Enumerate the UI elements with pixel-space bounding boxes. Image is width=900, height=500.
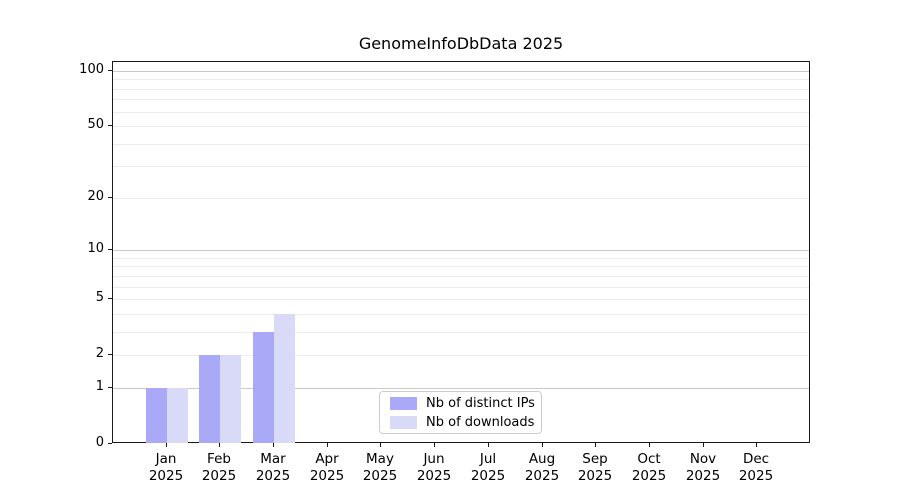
y-tick-label-50: 50 <box>87 117 104 132</box>
y-tick-label-10: 10 <box>87 241 104 256</box>
bar-distinct-ips-jan <box>146 388 167 443</box>
x-tick-label-oct: Oct 2025 <box>631 451 667 484</box>
x-tick-label-dec: Dec 2025 <box>738 451 774 484</box>
legend-label-downloads: Nb of downloads <box>426 414 535 430</box>
grid-line-minor-90 <box>113 79 809 80</box>
y-tick-mark-50 <box>108 125 112 126</box>
grid-line-minor-60 <box>113 112 809 113</box>
bar-downloads-feb <box>220 355 241 443</box>
x-tick-mark-aug <box>542 443 543 447</box>
bar-distinct-ips-mar <box>253 332 274 443</box>
x-tick-mark-jul <box>488 443 489 447</box>
grid-line-minor-50 <box>113 126 809 127</box>
legend-row-downloads: Nb of downloads <box>380 415 541 430</box>
grid-line-minor-3 <box>113 332 809 333</box>
y-tick-label-5: 5 <box>95 290 104 305</box>
y-tick-label-20: 20 <box>87 189 104 204</box>
grid-line-minor-2 <box>113 355 809 356</box>
legend-row-distinct-ips: Nb of distinct IPs <box>380 396 541 411</box>
grid-line-major-1 <box>113 388 809 389</box>
x-tick-label-sep: Sep 2025 <box>577 451 613 484</box>
x-tick-mark-oct <box>649 443 650 447</box>
y-tick-mark-10 <box>108 249 112 250</box>
grid-line-minor-20 <box>113 198 809 199</box>
legend-label-distinct-ips: Nb of distinct IPs <box>426 395 535 411</box>
x-tick-label-nov: Nov 2025 <box>685 451 721 484</box>
grid-line-minor-70 <box>113 99 809 100</box>
grid-line-minor-40 <box>113 144 809 145</box>
x-tick-label-jun: Jun 2025 <box>416 451 452 484</box>
grid-line-major-10 <box>113 250 809 251</box>
y-tick-mark-2 <box>108 354 112 355</box>
bar-distinct-ips-feb <box>199 355 220 443</box>
grid-line-minor-6 <box>113 287 809 288</box>
y-tick-mark-1 <box>108 387 112 388</box>
chart-title: GenomeInfoDbData 2025 <box>358 34 564 53</box>
grid-line-minor-5 <box>113 299 809 300</box>
x-tick-label-mar: Mar 2025 <box>255 451 291 484</box>
y-tick-label-2: 2 <box>95 346 104 361</box>
grid-line-major-100 <box>113 71 809 72</box>
y-tick-mark-20 <box>108 197 112 198</box>
legend: Nb of distinct IPs Nb of downloads <box>379 391 542 434</box>
x-tick-label-may: May 2025 <box>362 451 398 484</box>
bar-downloads-jan <box>167 388 188 443</box>
legend-swatch-downloads <box>390 415 417 429</box>
x-tick-mark-mar <box>273 443 274 447</box>
grid-line-minor-8 <box>113 266 809 267</box>
y-tick-mark-0 <box>108 443 112 444</box>
y-tick-mark-100 <box>108 70 112 71</box>
legend-swatch-distinct-ips <box>390 396 417 410</box>
grid-line-minor-30 <box>113 166 809 167</box>
x-tick-label-aug: Aug 2025 <box>524 451 560 484</box>
x-tick-mark-jan <box>166 443 167 447</box>
grid-line-minor-4 <box>113 314 809 315</box>
x-tick-mark-dec <box>756 443 757 447</box>
x-tick-mark-apr <box>327 443 328 447</box>
bar-downloads-mar <box>274 314 295 443</box>
x-tick-label-apr: Apr 2025 <box>309 451 345 484</box>
x-tick-mark-may <box>380 443 381 447</box>
x-tick-mark-feb <box>219 443 220 447</box>
x-tick-label-feb: Feb 2025 <box>201 451 237 484</box>
x-tick-mark-nov <box>703 443 704 447</box>
grid-line-minor-9 <box>113 258 809 259</box>
y-tick-mark-5 <box>108 298 112 299</box>
x-tick-mark-jun <box>434 443 435 447</box>
grid-line-minor-80 <box>113 89 809 90</box>
x-tick-label-jan: Jan 2025 <box>148 451 184 484</box>
y-tick-label-1: 1 <box>95 379 104 394</box>
x-tick-mark-sep <box>595 443 596 447</box>
y-tick-label-0: 0 <box>95 435 104 450</box>
x-tick-label-jul: Jul 2025 <box>470 451 506 484</box>
y-tick-label-100: 100 <box>79 62 104 77</box>
grid-line-minor-7 <box>113 276 809 277</box>
plot-area: Nb of distinct IPs Nb of downloads <box>112 61 810 443</box>
